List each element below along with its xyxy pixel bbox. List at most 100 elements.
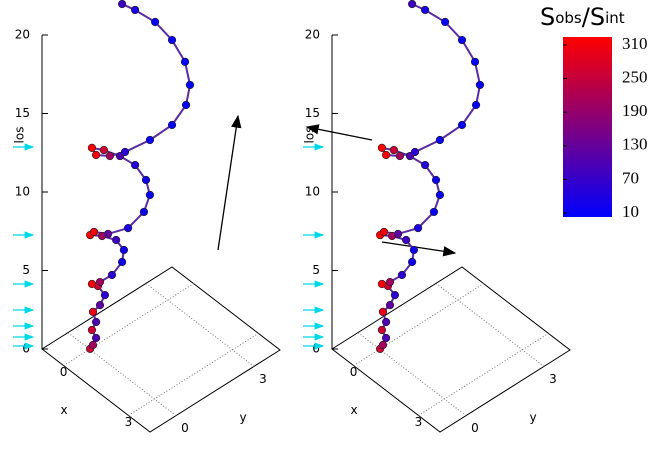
x-tick-label: 0 xyxy=(350,365,358,379)
helix-point xyxy=(410,147,420,157)
base-box xyxy=(331,266,571,433)
helix-point xyxy=(88,340,98,350)
helix-point xyxy=(123,223,133,233)
annotation-arrow xyxy=(305,124,373,141)
helix-point xyxy=(139,207,149,217)
helix-point xyxy=(431,175,441,185)
grid-line xyxy=(353,283,484,367)
colorbar-tick-label: 250 xyxy=(622,68,648,87)
colorbar-gradient xyxy=(563,37,612,217)
helix-point xyxy=(408,257,417,267)
z-tick-label: 5 xyxy=(312,263,320,277)
z-tick-label: 20 xyxy=(305,28,320,42)
y-tick-label: 3 xyxy=(259,372,267,386)
colorbar-tick-label: 70 xyxy=(622,168,639,187)
helix-point xyxy=(87,279,97,289)
helix-point xyxy=(397,270,407,280)
z-tick-label: 5 xyxy=(22,263,30,277)
x-tick-label: 3 xyxy=(415,415,423,429)
helix-point xyxy=(185,80,195,90)
helix-point xyxy=(402,235,411,245)
grid-line xyxy=(128,332,259,416)
title-part: S xyxy=(540,3,555,31)
y-tick-label: 3 xyxy=(549,372,557,386)
helix-point xyxy=(141,175,151,185)
panel: 0 5 10 15 20 0 3 0 3 x y los xyxy=(13,0,281,435)
helix-point xyxy=(378,307,388,317)
grid-line xyxy=(357,332,467,416)
title-part: obs xyxy=(555,9,582,27)
colorbar-title: Sobs/Sint xyxy=(540,3,625,31)
annotation-arrow xyxy=(381,241,457,257)
colorbar-tick-label: 310 xyxy=(622,34,648,53)
helix-point xyxy=(475,80,485,90)
colorbar-tick-label: 190 xyxy=(622,101,648,120)
helix-point xyxy=(409,245,419,255)
helix-point xyxy=(91,317,101,327)
helix-point xyxy=(471,100,481,110)
helix-point xyxy=(167,35,177,45)
helix-point xyxy=(103,229,113,239)
helix-point xyxy=(393,229,403,239)
colorbar-tick-label: 130 xyxy=(622,135,648,154)
helix-point xyxy=(145,190,155,200)
helix-point xyxy=(457,35,467,45)
helix-point xyxy=(421,160,430,170)
z-tick-label: 0 xyxy=(312,342,320,356)
helix-point xyxy=(120,147,130,157)
helix-point xyxy=(457,120,467,130)
z-tick-label: 15 xyxy=(15,106,30,120)
helix-point xyxy=(107,270,117,280)
y-axis-label: y xyxy=(239,411,246,425)
helix-point xyxy=(95,301,105,310)
colorbar-tick-label: 10 xyxy=(622,202,639,221)
z-tick-label: 10 xyxy=(15,185,30,199)
helix-point xyxy=(395,151,404,161)
grid-line xyxy=(418,332,549,416)
helix-point xyxy=(470,57,480,66)
helix-point xyxy=(382,333,391,343)
helix-point xyxy=(87,143,97,152)
annotation-arrow xyxy=(217,114,242,251)
helix-point xyxy=(105,151,114,161)
helix-point xyxy=(421,5,430,15)
base-box xyxy=(41,266,281,433)
helix-point xyxy=(385,277,395,287)
z-axis-label: los xyxy=(13,127,27,144)
helix-point xyxy=(382,150,391,160)
helix-point xyxy=(385,301,395,310)
z-tick-label: 20 xyxy=(15,28,30,42)
grid-line xyxy=(435,283,545,367)
helix-point xyxy=(117,257,127,267)
helix-point xyxy=(167,120,177,130)
z-axis-label: los xyxy=(303,127,317,144)
helix-point xyxy=(89,227,99,237)
helix-point xyxy=(377,279,387,289)
panel: 0 5 10 15 20 0 3 0 3 x y los xyxy=(303,0,571,435)
helix-point xyxy=(429,207,439,217)
x-tick-label: 3 xyxy=(125,415,133,429)
x-axis-label: x xyxy=(350,403,357,417)
z-tick-label: 15 xyxy=(305,106,320,120)
helix-point xyxy=(145,135,155,145)
helix-point xyxy=(181,100,191,110)
helix-point xyxy=(441,17,450,27)
helix-point xyxy=(87,325,97,335)
title-part: / xyxy=(582,3,591,31)
helix-point xyxy=(119,245,129,255)
helix-point xyxy=(99,145,108,155)
title-part: S xyxy=(590,3,605,31)
title-part: int xyxy=(605,9,625,27)
helix-point xyxy=(390,290,400,300)
helix-point xyxy=(435,190,445,200)
helix-point xyxy=(88,307,98,317)
z-tick-label: 0 xyxy=(22,342,30,356)
y-tick-label: 0 xyxy=(181,421,189,435)
x-tick-label: 0 xyxy=(60,365,68,379)
helix-point xyxy=(100,290,110,300)
z-tick-label: 10 xyxy=(305,185,320,199)
helix-point xyxy=(91,150,101,160)
